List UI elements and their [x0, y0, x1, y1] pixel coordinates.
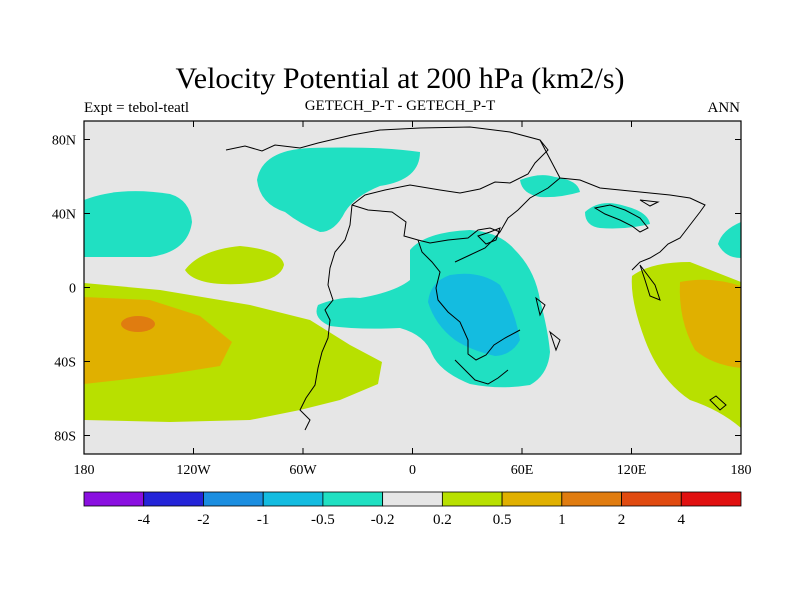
- y-tick-label: 0: [69, 282, 76, 297]
- x-tick-label: 180: [731, 463, 752, 478]
- colorbar-segment: [262, 491, 324, 507]
- contour-positive-pacific-core: [84, 297, 232, 384]
- y-tick-label: 40N: [52, 208, 76, 223]
- x-tick-label: 180: [74, 463, 95, 478]
- x-tick-label: 120E: [617, 463, 647, 478]
- contour-positive-west-pacific-core: [679, 279, 741, 368]
- colorbar-label: 1: [558, 512, 566, 528]
- colorbar-label: -4: [137, 512, 150, 528]
- colorbar-label: 0.5: [493, 512, 512, 528]
- colorbar-segment: [501, 491, 563, 507]
- x-tick-label: 120W: [176, 463, 211, 478]
- colorbar-segment: [680, 491, 742, 507]
- x-tick-label: 60W: [289, 463, 317, 478]
- x-tick-label: 60E: [511, 463, 534, 478]
- colorbar-segment: [322, 491, 384, 507]
- colorbar-segment: [382, 491, 443, 507]
- contour-negative-east-pacific: [718, 222, 741, 258]
- colorbar-label: -0.5: [311, 512, 335, 528]
- colorbar-segment: [83, 491, 145, 507]
- coastlines: [225, 126, 727, 431]
- contour-negative-north-pacific: [84, 191, 192, 257]
- colorbar-segment: [621, 491, 682, 507]
- y-tick-label: 80N: [52, 134, 76, 149]
- axes: 180 120W 60W 0 60E 120E 180 80N 40N 0 40S 80S: [52, 121, 752, 478]
- contour-negative-east-asia: [585, 203, 650, 229]
- colorbar-label: 4: [678, 512, 686, 528]
- colorbar-label: -0.2: [371, 512, 395, 528]
- chart-title: Velocity Potential at 200 hPa (km2/s): [175, 62, 625, 95]
- colorbar-label: 0.2: [433, 512, 452, 528]
- comparison-label: GETECH_P-T - GETECH_P-T: [304, 98, 496, 114]
- y-tick-label: 40S: [54, 356, 76, 371]
- contour-negative-north-atlantic: [257, 147, 420, 232]
- colorbar-label: 2: [618, 512, 626, 528]
- x-tick-label: 0: [409, 463, 416, 478]
- colorbar-segment: [203, 491, 264, 507]
- y-tick-label: 80S: [54, 430, 76, 445]
- contour-negative-africa-core: [428, 273, 520, 356]
- contour-max-pacific: [121, 316, 155, 332]
- colorbar: -4 -2 -1 -0.5 -0.2 0.2 0.5 1 2 4: [83, 491, 742, 528]
- plot-area: [84, 121, 741, 454]
- season-label: ANN: [707, 100, 741, 116]
- colorbar-label: -2: [197, 512, 210, 528]
- colorbar-segment: [561, 491, 622, 507]
- colorbar-segment: [441, 491, 503, 507]
- colorbar-label: -1: [257, 512, 270, 528]
- experiment-label: Expt = tebol-teatl: [84, 100, 190, 116]
- colorbar-segment: [143, 491, 204, 507]
- contour-positive-central-pacific: [185, 246, 284, 285]
